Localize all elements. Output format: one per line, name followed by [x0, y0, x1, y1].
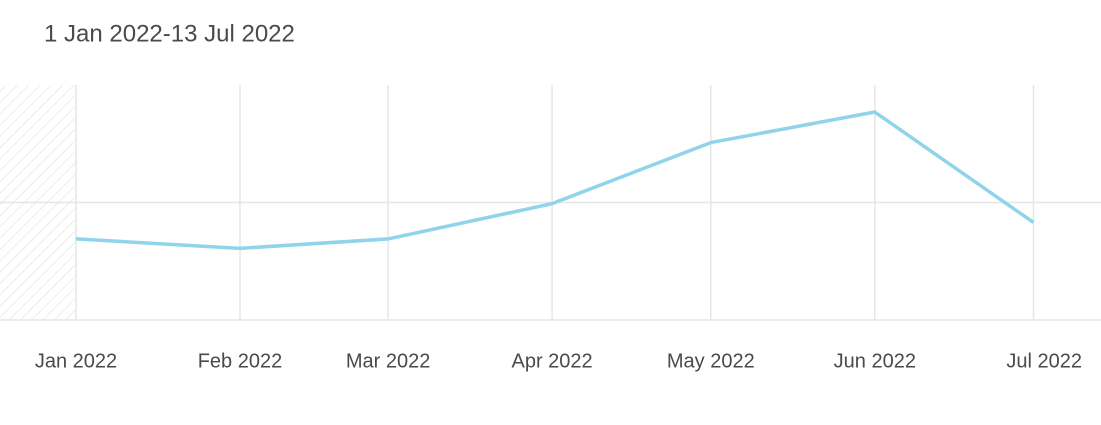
x-tick-label: Jul 2022 — [1006, 350, 1082, 372]
chart-title: 1 Jan 2022-13 Jul 2022 — [44, 20, 295, 47]
x-tick-label: May 2022 — [667, 350, 755, 372]
x-tick-label: Jan 2022 — [35, 350, 117, 372]
x-tick-label: Apr 2022 — [512, 350, 593, 372]
x-tick-label: Feb 2022 — [198, 350, 283, 372]
x-tick-label: Mar 2022 — [346, 350, 431, 372]
data-line — [75, 110, 1035, 251]
x-tick-label: Jun 2022 — [834, 350, 916, 372]
